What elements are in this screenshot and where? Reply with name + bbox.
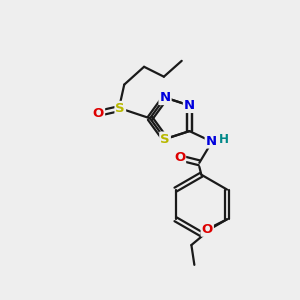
Text: S: S bbox=[116, 102, 125, 115]
Text: O: O bbox=[202, 223, 213, 236]
Text: S: S bbox=[160, 133, 170, 146]
Text: O: O bbox=[174, 152, 185, 164]
Text: N: N bbox=[184, 99, 195, 112]
Text: H: H bbox=[219, 133, 229, 146]
Text: N: N bbox=[160, 91, 171, 104]
Text: O: O bbox=[93, 107, 104, 120]
Text: N: N bbox=[206, 134, 217, 148]
